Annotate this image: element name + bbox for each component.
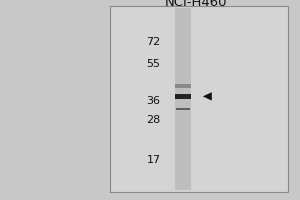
- Text: 55: 55: [146, 59, 161, 69]
- Text: 72: 72: [146, 37, 161, 47]
- Text: 36: 36: [146, 96, 161, 106]
- Polygon shape: [203, 92, 212, 101]
- Bar: [175, 84, 191, 88]
- Text: 17: 17: [146, 155, 161, 165]
- Bar: [175, 8, 191, 190]
- Bar: [176, 108, 190, 110]
- Bar: [110, 6, 288, 192]
- Text: NCI-H460: NCI-H460: [165, 0, 228, 9]
- Bar: [175, 94, 191, 99]
- Text: 28: 28: [146, 115, 161, 125]
